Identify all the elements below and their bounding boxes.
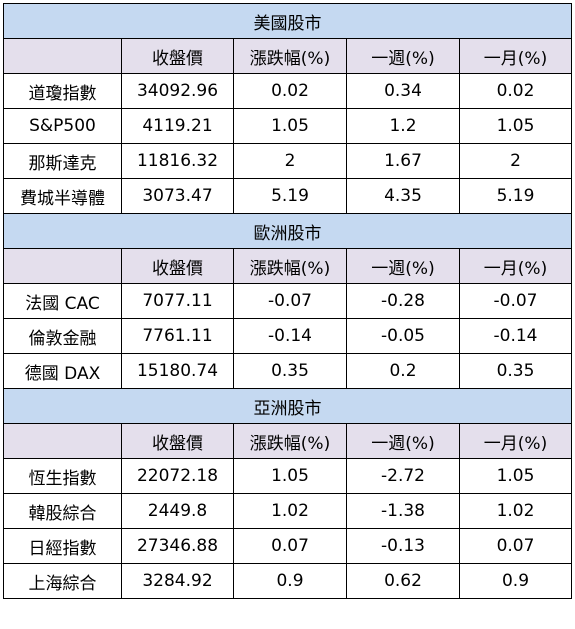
column-header: 收盤價 xyxy=(121,248,234,284)
value-cell: 0.9 xyxy=(458,563,573,599)
column-header: 收盤價 xyxy=(121,423,234,459)
column-header xyxy=(3,38,122,74)
table-row: 恆生指數 22072.18 1.05 -2.72 1.05 xyxy=(3,458,573,494)
column-header: 漲跌幅(%) xyxy=(233,38,347,74)
column-header: 漲跌幅(%) xyxy=(233,248,347,284)
column-header-row: 收盤價 漲跌幅(%) 一週(%) 一月(%) xyxy=(3,248,573,284)
table-row: 上海綜合 3284.92 0.9 0.62 0.9 xyxy=(3,563,573,599)
table-row: 倫敦金融 7761.11 -0.14 -0.05 -0.14 xyxy=(3,318,573,354)
value-cell: 1.05 xyxy=(233,458,347,494)
value-cell: 34092.96 xyxy=(121,73,234,109)
value-cell: 0.02 xyxy=(233,73,347,109)
value-cell: 0.62 xyxy=(346,563,460,599)
value-cell: -1.38 xyxy=(346,493,460,529)
value-cell: 1.05 xyxy=(458,458,573,494)
value-cell: 1.05 xyxy=(458,108,573,144)
section-title-row: 美國股市 xyxy=(2,3,573,39)
section-title-row: 歐洲股市 xyxy=(2,213,573,249)
value-cell: 2 xyxy=(233,143,347,179)
value-cell: 0.2 xyxy=(346,353,460,389)
index-name-cell: 法國 CAC xyxy=(3,283,122,319)
index-name-cell: 韓股綜合 xyxy=(3,493,122,529)
value-cell: 27346.88 xyxy=(121,528,234,564)
stock-market-table: 美國股市 收盤價 漲跌幅(%) 一週(%) 一月(%) 道瓊指數 34092.96 0.02 0… xyxy=(2,3,573,599)
table-row: 法國 CAC 7077.11 -0.07 -0.28 -0.07 xyxy=(3,283,573,319)
value-cell: -0.14 xyxy=(458,318,573,354)
value-cell: 5.19 xyxy=(458,178,573,214)
value-cell: 5.19 xyxy=(233,178,347,214)
section-title: 歐洲股市 xyxy=(2,213,573,249)
section-title: 亞洲股市 xyxy=(2,388,573,424)
value-cell: 0.02 xyxy=(458,73,573,109)
value-cell: 4119.21 xyxy=(121,108,234,144)
value-cell: 4.35 xyxy=(346,178,460,214)
value-cell: -0.28 xyxy=(346,283,460,319)
value-cell: 0.07 xyxy=(458,528,573,564)
value-cell: 2449.8 xyxy=(121,493,234,529)
value-cell: -0.13 xyxy=(346,528,460,564)
value-cell: 15180.74 xyxy=(121,353,234,389)
value-cell: 0.35 xyxy=(233,353,347,389)
value-cell: 7761.11 xyxy=(121,318,234,354)
table-row: 道瓊指數 34092.96 0.02 0.34 0.02 xyxy=(3,73,573,109)
value-cell: 3073.47 xyxy=(121,178,234,214)
index-name-cell: 日經指數 xyxy=(3,528,122,564)
index-name-cell: 那斯達克 xyxy=(3,143,122,179)
value-cell: -0.07 xyxy=(233,283,347,319)
index-name-cell: 上海綜合 xyxy=(3,563,122,599)
value-cell: 3284.92 xyxy=(121,563,234,599)
value-cell: -2.72 xyxy=(346,458,460,494)
index-name-cell: 德國 DAX xyxy=(3,353,122,389)
column-header: 一月(%) xyxy=(458,423,573,459)
column-header: 一週(%) xyxy=(346,248,460,284)
table-row: 那斯達克 11816.32 2 1.67 2 xyxy=(3,143,573,179)
value-cell: 1.02 xyxy=(458,493,573,529)
value-cell: 22072.18 xyxy=(121,458,234,494)
column-header xyxy=(3,423,122,459)
value-cell: 0.35 xyxy=(458,353,573,389)
table-row: S&P500 4119.21 1.05 1.2 1.05 xyxy=(3,108,573,144)
column-header-row: 收盤價 漲跌幅(%) 一週(%) 一月(%) xyxy=(3,38,573,74)
column-header: 一月(%) xyxy=(458,38,573,74)
value-cell: 0.9 xyxy=(233,563,347,599)
column-header-row: 收盤價 漲跌幅(%) 一週(%) 一月(%) xyxy=(3,423,573,459)
index-name-cell: 道瓊指數 xyxy=(3,73,122,109)
value-cell: 1.2 xyxy=(346,108,460,144)
section-title: 美國股市 xyxy=(2,3,573,39)
value-cell: 0.07 xyxy=(233,528,347,564)
table-row: 費城半導體 3073.47 5.19 4.35 5.19 xyxy=(3,178,573,214)
column-header: 收盤價 xyxy=(121,38,234,74)
value-cell: 11816.32 xyxy=(121,143,234,179)
table-row: 韓股綜合 2449.8 1.02 -1.38 1.02 xyxy=(3,493,573,529)
column-header: 一週(%) xyxy=(346,423,460,459)
value-cell: 1.05 xyxy=(233,108,347,144)
value-cell: -0.07 xyxy=(458,283,573,319)
value-cell: 1.67 xyxy=(346,143,460,179)
index-name-cell: 倫敦金融 xyxy=(3,318,122,354)
index-name-cell: 費城半導體 xyxy=(3,178,122,214)
value-cell: -0.05 xyxy=(346,318,460,354)
value-cell: 1.02 xyxy=(233,493,347,529)
column-header: 一月(%) xyxy=(458,248,573,284)
value-cell: -0.14 xyxy=(233,318,347,354)
value-cell: 0.34 xyxy=(346,73,460,109)
index-name-cell: 恆生指數 xyxy=(3,458,122,494)
index-name-cell: S&P500 xyxy=(3,108,122,144)
section-title-row: 亞洲股市 xyxy=(2,388,573,424)
table-row: 德國 DAX 15180.74 0.35 0.2 0.35 xyxy=(3,353,573,389)
column-header: 一週(%) xyxy=(346,38,460,74)
column-header: 漲跌幅(%) xyxy=(233,423,347,459)
value-cell: 7077.11 xyxy=(121,283,234,319)
table-row: 日經指數 27346.88 0.07 -0.13 0.07 xyxy=(3,528,573,564)
column-header xyxy=(3,248,122,284)
table-body: 美國股市 收盤價 漲跌幅(%) 一週(%) 一月(%) 道瓊指數 34092.96 0.02 0… xyxy=(2,3,573,599)
value-cell: 2 xyxy=(458,143,573,179)
